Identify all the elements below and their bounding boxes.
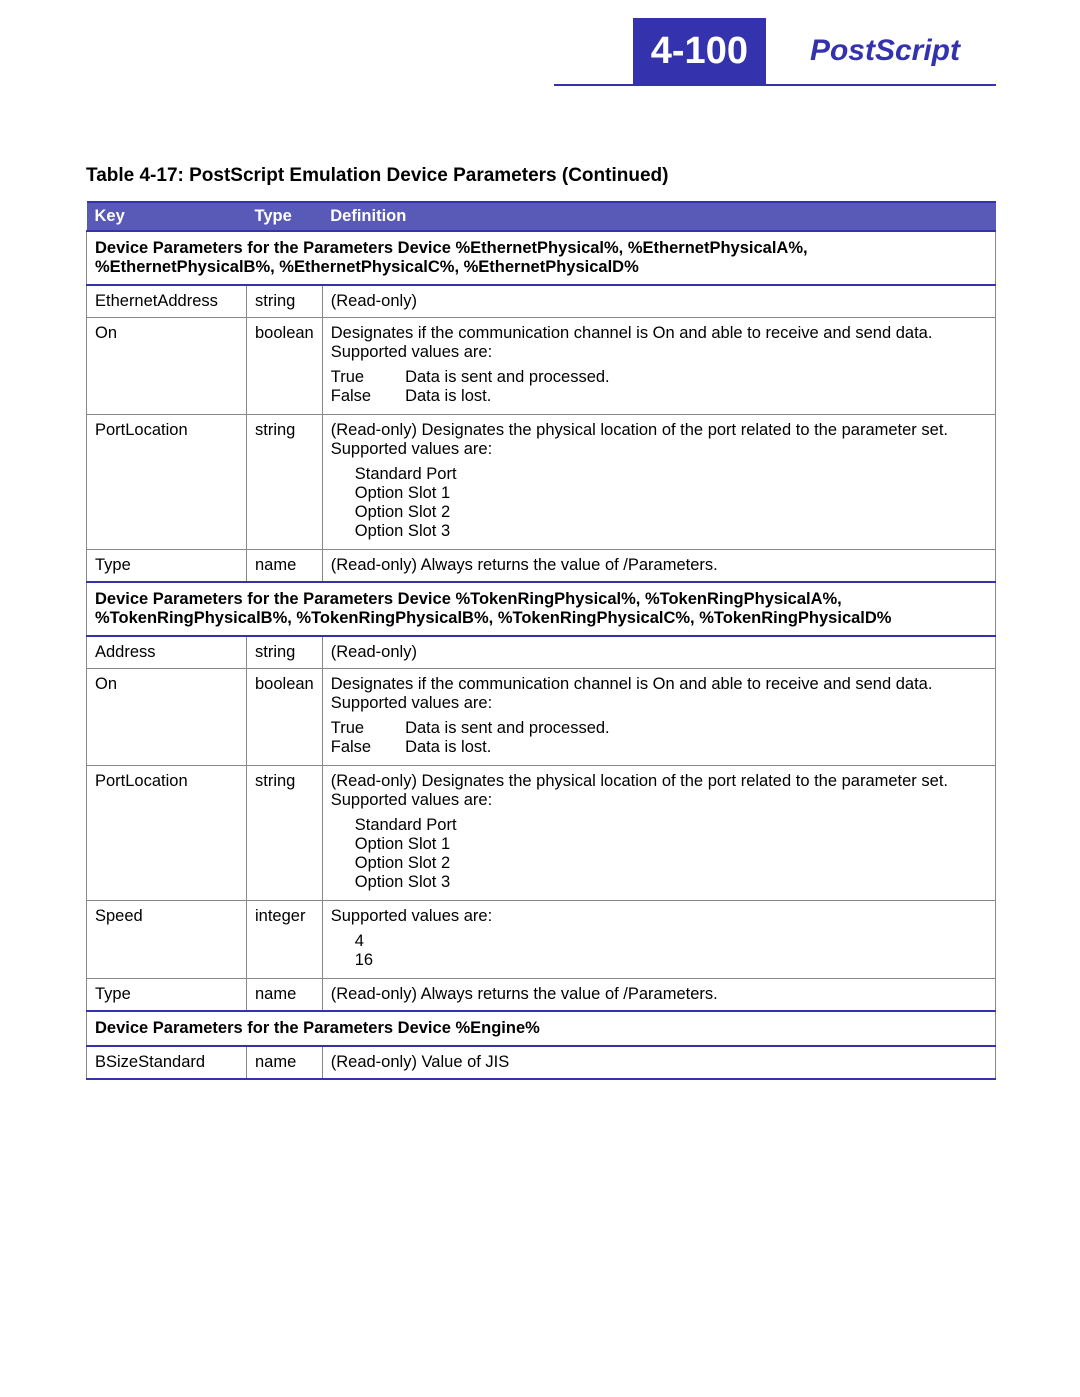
cell-definition: (Read-only) Always returns the value of … [322, 979, 995, 1012]
cell-key: On [87, 669, 247, 766]
table-section-heading: Device Parameters for the Parameters Dev… [87, 1011, 996, 1046]
table-row: PortLocationstring(Read-only) Designates… [87, 766, 996, 901]
table-row: Speedinteger Supported values are: 416 [87, 901, 996, 979]
definition-kv-row: TrueData is sent and processed. [331, 719, 610, 738]
table-row: OnbooleanDesignates if the communication… [87, 669, 996, 766]
page-number: 4-100 [633, 18, 766, 84]
definition-kv-value: Data is sent and processed. [405, 719, 610, 738]
definition-value-item: Option Slot 2 [355, 503, 987, 522]
column-header-def: Definition [322, 202, 995, 231]
cell-type: boolean [247, 669, 323, 766]
definition-kv-key: False [331, 738, 405, 757]
table-caption: Table 4-17: PostScript Emulation Device … [86, 165, 996, 187]
definition-value-list: Standard PortOption Slot 1Option Slot 2O… [331, 816, 987, 892]
column-header-type: Type [247, 202, 323, 231]
cell-key: Address [87, 636, 247, 669]
cell-type: name [247, 1046, 323, 1079]
cell-type: name [247, 979, 323, 1012]
cell-definition: Supported values are: 416 [322, 901, 995, 979]
definition-value-item: 16 [355, 951, 987, 970]
cell-key: BSizeStandard [87, 1046, 247, 1079]
cell-key: Speed [87, 901, 247, 979]
cell-key: Type [87, 550, 247, 583]
definition-lead: Supported values are: [331, 907, 987, 926]
definition-kv-row: TrueData is sent and processed. [331, 368, 610, 387]
definition-value-item: Option Slot 1 [355, 835, 987, 854]
section-title: PostScript [766, 18, 996, 84]
cell-definition: Designates if the communication channel … [322, 318, 995, 415]
table-row: Typename(Read-only) Always returns the v… [87, 979, 996, 1012]
section-heading-cell: Device Parameters for the Parameters Dev… [87, 1011, 996, 1046]
section-heading-cell: Device Parameters for the Parameters Dev… [87, 582, 996, 636]
definition-value-item: Option Slot 3 [355, 873, 987, 892]
cell-key: PortLocation [87, 766, 247, 901]
table-section-heading: Device Parameters for the Parameters Dev… [87, 231, 996, 285]
definition-lead: Designates if the communication channel … [331, 324, 987, 362]
cell-type: string [247, 766, 323, 901]
table-row: OnbooleanDesignates if the communication… [87, 318, 996, 415]
definition-kv-key: False [331, 387, 405, 406]
parameters-table: Key Type Definition Device Parameters fo… [86, 201, 996, 1080]
definition-lead: Designates if the communication channel … [331, 675, 987, 713]
cell-key: On [87, 318, 247, 415]
cell-definition: (Read-only) Designates the physical loca… [322, 415, 995, 550]
cell-type: boolean [247, 318, 323, 415]
table-row: BSizeStandardname(Read-only) Value of JI… [87, 1046, 996, 1079]
definition-kv-list: TrueData is sent and processed.FalseData… [331, 719, 610, 757]
cell-definition: (Read-only) [322, 285, 995, 318]
definition-lead: (Read-only) Designates the physical loca… [331, 772, 987, 810]
definition-kv-key: True [331, 719, 405, 738]
cell-type: integer [247, 901, 323, 979]
definition-kv-row: FalseData is lost. [331, 738, 610, 757]
cell-definition: Designates if the communication channel … [322, 669, 995, 766]
column-header-key: Key [87, 202, 247, 231]
definition-kv-list: TrueData is sent and processed.FalseData… [331, 368, 610, 406]
cell-definition: (Read-only) Always returns the value of … [322, 550, 995, 583]
definition-value-list: Standard PortOption Slot 1Option Slot 2O… [331, 465, 987, 541]
content-area: Table 4-17: PostScript Emulation Device … [86, 165, 996, 1080]
section-heading-cell: Device Parameters for the Parameters Dev… [87, 231, 996, 285]
definition-value-item: Standard Port [355, 465, 987, 484]
cell-definition: (Read-only) Designates the physical loca… [322, 766, 995, 901]
table-row: PortLocationstring(Read-only) Designates… [87, 415, 996, 550]
cell-type: string [247, 415, 323, 550]
definition-value-list: 416 [331, 932, 987, 970]
table-section-heading: Device Parameters for the Parameters Dev… [87, 582, 996, 636]
definition-kv-value: Data is lost. [405, 387, 610, 406]
cell-key: EthernetAddress [87, 285, 247, 318]
cell-key: PortLocation [87, 415, 247, 550]
header-underline [554, 84, 996, 86]
definition-kv-row: FalseData is lost. [331, 387, 610, 406]
cell-definition: (Read-only) Value of JIS [322, 1046, 995, 1079]
definition-value-item: Option Slot 2 [355, 854, 987, 873]
table-row: Addressstring(Read-only) [87, 636, 996, 669]
definition-value-item: Option Slot 3 [355, 522, 987, 541]
cell-key: Type [87, 979, 247, 1012]
cell-type: string [247, 285, 323, 318]
definition-kv-key: True [331, 368, 405, 387]
definition-value-item: Option Slot 1 [355, 484, 987, 503]
definition-lead: (Read-only) Designates the physical loca… [331, 421, 987, 459]
definition-value-item: Standard Port [355, 816, 987, 835]
definition-kv-value: Data is sent and processed. [405, 368, 610, 387]
table-row: Typename(Read-only) Always returns the v… [87, 550, 996, 583]
definition-value-item: 4 [355, 932, 987, 951]
cell-definition: (Read-only) [322, 636, 995, 669]
definition-kv-value: Data is lost. [405, 738, 610, 757]
page-header: 4-100 PostScript [633, 18, 996, 84]
table-row: EthernetAddressstring(Read-only) [87, 285, 996, 318]
cell-type: string [247, 636, 323, 669]
table-header-row: Key Type Definition [87, 202, 996, 231]
cell-type: name [247, 550, 323, 583]
